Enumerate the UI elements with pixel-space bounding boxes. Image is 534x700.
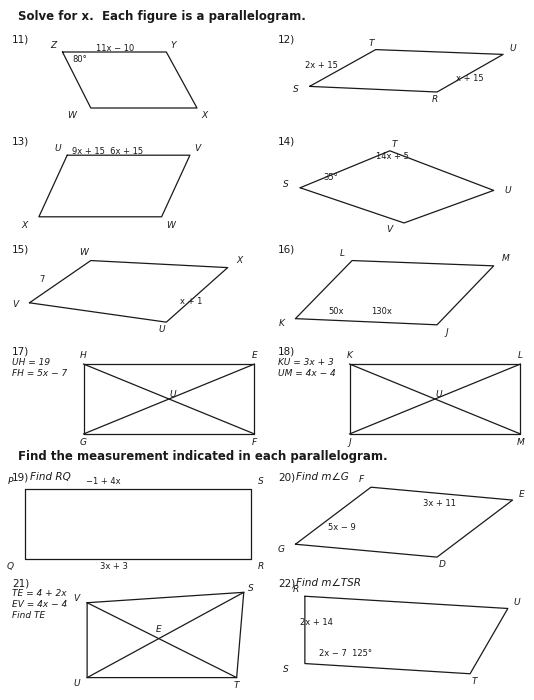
Text: X: X	[201, 111, 207, 120]
Text: 130x: 130x	[371, 307, 392, 316]
Text: P: P	[8, 477, 13, 486]
Text: 14x + 5: 14x + 5	[376, 152, 409, 160]
Text: 16): 16)	[278, 244, 295, 254]
Text: K: K	[347, 351, 352, 360]
Text: E: E	[519, 490, 525, 499]
Text: R: R	[431, 94, 438, 104]
Text: S: S	[248, 584, 254, 593]
Text: FH = 5x − 7: FH = 5x − 7	[12, 369, 67, 378]
Text: 12): 12)	[278, 34, 295, 44]
Text: X: X	[237, 256, 242, 265]
Text: 3x + 11: 3x + 11	[423, 499, 456, 508]
Text: x + 15: x + 15	[456, 74, 484, 83]
Text: 5x − 9: 5x − 9	[328, 523, 356, 532]
Text: V: V	[194, 144, 200, 153]
Text: T: T	[234, 681, 239, 690]
Text: U: U	[514, 598, 521, 607]
Text: M: M	[501, 254, 509, 263]
Text: U: U	[435, 390, 442, 399]
Text: W: W	[167, 221, 176, 230]
Text: X: X	[22, 221, 28, 230]
Text: U: U	[158, 325, 165, 334]
Text: 80°: 80°	[72, 55, 87, 64]
Text: Find m∠TSR: Find m∠TSR	[296, 578, 361, 588]
Text: U: U	[73, 679, 80, 688]
Text: Find RQ: Find RQ	[30, 472, 70, 482]
Text: L: L	[518, 351, 523, 360]
Text: 13): 13)	[12, 136, 29, 146]
Text: 35°: 35°	[324, 173, 339, 182]
Text: 7: 7	[39, 275, 44, 284]
Text: R: R	[292, 584, 299, 594]
Text: 50x: 50x	[328, 307, 344, 316]
Text: EV = 4x − 4: EV = 4x − 4	[12, 600, 67, 609]
Text: −1 + 4x: −1 + 4x	[86, 477, 121, 486]
Text: U: U	[509, 44, 516, 53]
Text: 3x + 3: 3x + 3	[100, 562, 128, 570]
Text: F: F	[359, 475, 364, 484]
Text: Find the measurement indicated in each parallelogram.: Find the measurement indicated in each p…	[18, 450, 388, 463]
Text: T: T	[368, 38, 374, 48]
Text: 14): 14)	[278, 136, 295, 146]
Text: M: M	[516, 438, 524, 447]
Text: 11x − 10: 11x − 10	[96, 44, 134, 53]
Text: D: D	[438, 560, 445, 569]
Text: 2x − 7  125°: 2x − 7 125°	[319, 649, 372, 658]
Text: 19): 19)	[12, 472, 29, 482]
Text: L: L	[340, 249, 345, 258]
Text: U: U	[169, 390, 176, 399]
Text: Find TE: Find TE	[12, 611, 45, 620]
Text: 17): 17)	[12, 347, 29, 357]
Text: x + 1: x + 1	[180, 297, 203, 305]
Text: UH = 19: UH = 19	[12, 358, 50, 367]
Text: V: V	[73, 594, 80, 603]
Text: V: V	[12, 300, 18, 309]
Text: E: E	[252, 351, 257, 360]
Text: 2x + 14: 2x + 14	[300, 618, 333, 627]
Text: V: V	[387, 225, 393, 234]
Text: Find m∠G: Find m∠G	[296, 472, 349, 482]
Text: G: G	[278, 545, 285, 554]
Text: Solve for x.  Each figure is a parallelogram.: Solve for x. Each figure is a parallelog…	[18, 10, 306, 23]
Text: 11): 11)	[12, 34, 29, 44]
Text: U: U	[54, 144, 61, 153]
Text: G: G	[80, 438, 87, 447]
Text: S: S	[283, 665, 289, 674]
Text: 15): 15)	[12, 244, 29, 254]
Text: E: E	[155, 625, 161, 634]
Text: H: H	[80, 351, 87, 360]
Text: W: W	[79, 248, 88, 257]
Text: TE = 4 + 2x: TE = 4 + 2x	[12, 589, 67, 598]
Text: 18): 18)	[278, 347, 295, 357]
Text: R: R	[257, 562, 264, 570]
Text: 2x + 15: 2x + 15	[305, 61, 337, 70]
Text: F: F	[252, 438, 257, 447]
Text: W: W	[67, 111, 76, 120]
Text: U: U	[505, 186, 511, 195]
Text: T: T	[392, 140, 397, 149]
Text: T: T	[472, 678, 477, 687]
Text: J: J	[445, 328, 448, 337]
Text: KU = 3x + 3: KU = 3x + 3	[278, 358, 334, 367]
Text: UM = 4x − 4: UM = 4x − 4	[278, 369, 336, 378]
Text: Y: Y	[171, 41, 176, 50]
Text: 9x + 15  6x + 15: 9x + 15 6x + 15	[72, 147, 143, 156]
Text: Z: Z	[50, 41, 56, 50]
Text: S: S	[283, 180, 289, 189]
Text: K: K	[278, 319, 284, 328]
Text: S: S	[293, 85, 299, 94]
Text: 22): 22)	[278, 578, 295, 588]
Text: 21): 21)	[12, 578, 29, 588]
Text: S: S	[258, 477, 264, 486]
Text: Q: Q	[7, 562, 14, 570]
Text: J: J	[348, 438, 351, 447]
Text: 20): 20)	[278, 472, 295, 482]
